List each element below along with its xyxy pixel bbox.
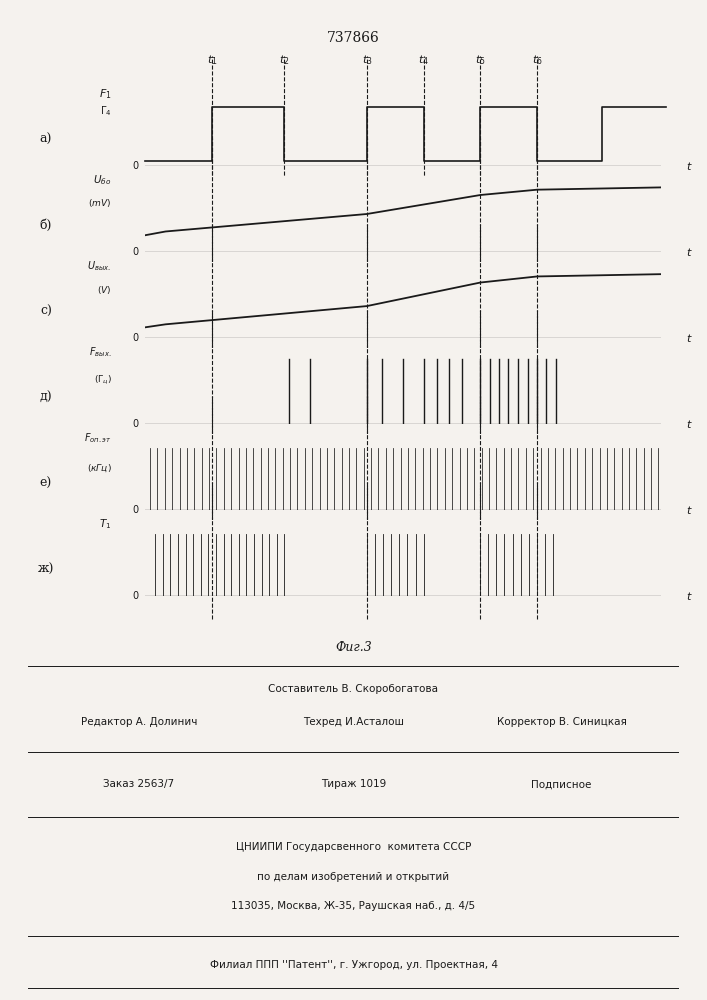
Text: $F_{вых.}$: $F_{вых.}$	[89, 345, 112, 359]
Text: 0: 0	[133, 247, 139, 257]
Text: $F_{оп.эт}$: $F_{оп.эт}$	[84, 431, 112, 445]
Text: Заказ 2563/7: Заказ 2563/7	[103, 779, 175, 789]
Text: $t$: $t$	[686, 160, 693, 172]
Text: $(\Gamma_ц)$: $(\Gamma_ц)$	[93, 374, 112, 386]
Text: $F_1$: $F_1$	[99, 87, 112, 101]
Text: $U_{бо}$: $U_{бо}$	[93, 173, 112, 187]
Text: $(mV)$: $(mV)$	[88, 197, 112, 209]
Text: ж): ж)	[37, 563, 54, 576]
Text: 0: 0	[133, 161, 139, 171]
Text: по делам изобретений и открытий: по делам изобретений и открытий	[257, 872, 450, 882]
Text: $t$: $t$	[686, 418, 693, 430]
Text: $t_2$: $t_2$	[279, 53, 290, 67]
Text: $t_3$: $t_3$	[361, 53, 372, 67]
Text: 113035, Москва, Ж-35, Раушская наб., д. 4/5: 113035, Москва, Ж-35, Раушская наб., д. …	[231, 901, 476, 911]
Text: $t_4$: $t_4$	[418, 53, 429, 67]
Text: $(кГц)$: $(кГц)$	[86, 462, 112, 474]
Text: 0: 0	[133, 333, 139, 343]
Text: $t$: $t$	[686, 590, 693, 602]
Text: Фиг.3: Фиг.3	[335, 641, 372, 654]
Text: $t_1$: $t_1$	[206, 53, 217, 67]
Text: а): а)	[40, 133, 52, 146]
Text: Составитель В. Скоробогатова: Составитель В. Скоробогатова	[269, 684, 438, 694]
Text: б): б)	[40, 219, 52, 232]
Text: ЦНИИПИ Государсвенного  комитета СССР: ЦНИИПИ Государсвенного комитета СССР	[236, 842, 471, 852]
Text: $T_1$: $T_1$	[99, 517, 112, 531]
Text: $t_6$: $t_6$	[532, 53, 542, 67]
Text: c): c)	[40, 305, 52, 318]
Text: д): д)	[40, 391, 52, 404]
Text: $t$: $t$	[686, 332, 693, 344]
Text: 0: 0	[133, 591, 139, 601]
Text: 0: 0	[133, 505, 139, 515]
Text: Корректор В. Синицкая: Корректор В. Синицкая	[497, 717, 626, 727]
Text: $t$: $t$	[686, 504, 693, 516]
Text: $\Gamma_4$: $\Gamma_4$	[100, 104, 112, 118]
Text: Подписное: Подписное	[532, 779, 592, 789]
Text: Филиал ППП ''Патент'', г. Ужгород, ул. Проектная, 4: Филиал ППП ''Патент'', г. Ужгород, ул. П…	[209, 960, 498, 970]
Text: 737866: 737866	[327, 31, 380, 45]
Text: Тираж 1019: Тираж 1019	[321, 779, 386, 789]
Text: Техред И.Асталош: Техред И.Асталош	[303, 717, 404, 727]
Text: Редактор А. Долинич: Редактор А. Долинич	[81, 717, 197, 727]
Text: е): е)	[40, 477, 52, 490]
Text: 0: 0	[133, 419, 139, 429]
Text: $(V)$: $(V)$	[97, 284, 112, 296]
Text: $t_5$: $t_5$	[475, 53, 486, 67]
Text: $t$: $t$	[686, 246, 693, 258]
Text: $U_{вых.}$: $U_{вых.}$	[88, 259, 112, 273]
